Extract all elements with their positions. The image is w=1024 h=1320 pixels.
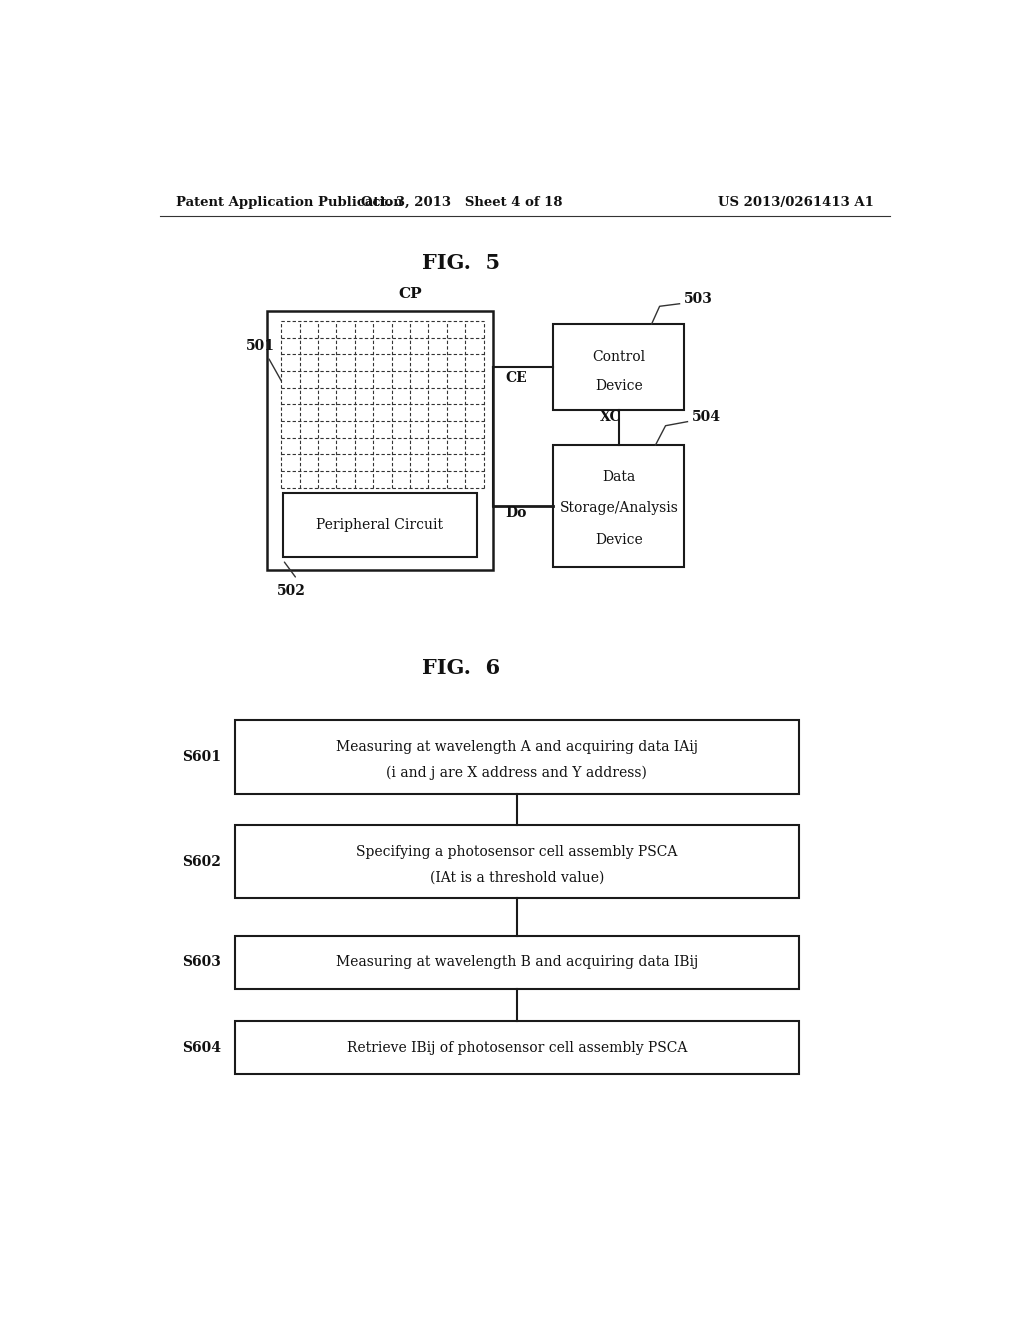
Text: Device: Device	[595, 379, 643, 393]
Text: 502: 502	[278, 585, 306, 598]
Text: Storage/Analysis: Storage/Analysis	[559, 502, 678, 515]
Bar	[283, 492, 477, 557]
Bar	[236, 936, 799, 989]
Text: Device: Device	[595, 533, 643, 548]
Text: Oct. 3, 2013   Sheet 4 of 18: Oct. 3, 2013 Sheet 4 of 18	[360, 195, 562, 209]
Text: FIG.  6: FIG. 6	[422, 657, 501, 677]
Text: Measuring at wavelength A and acquiring data IAij: Measuring at wavelength A and acquiring …	[336, 739, 698, 754]
Text: Data: Data	[602, 470, 636, 483]
Bar	[553, 445, 684, 568]
Text: Measuring at wavelength B and acquiring data IBij: Measuring at wavelength B and acquiring …	[336, 956, 698, 969]
Text: S603: S603	[182, 956, 221, 969]
Text: Patent Application Publication: Patent Application Publication	[176, 195, 402, 209]
Text: S604: S604	[182, 1040, 221, 1055]
Text: Peripheral Circuit: Peripheral Circuit	[316, 517, 443, 532]
Text: (i and j are X address and Y address): (i and j are X address and Y address)	[386, 766, 647, 780]
Text: S602: S602	[182, 855, 221, 869]
Bar	[267, 312, 494, 570]
Text: US 2013/0261413 A1: US 2013/0261413 A1	[718, 195, 873, 209]
Bar	[236, 1022, 799, 1074]
Bar	[236, 825, 799, 899]
Text: FIG.  5: FIG. 5	[422, 253, 501, 273]
Text: XC: XC	[600, 409, 622, 424]
Text: (IAt is a threshold value): (IAt is a threshold value)	[430, 871, 604, 884]
Text: Control: Control	[592, 350, 645, 364]
Text: 501: 501	[246, 339, 274, 354]
Text: CE: CE	[506, 371, 527, 385]
Text: 504: 504	[691, 409, 721, 424]
Text: 503: 503	[684, 292, 713, 306]
Text: Specifying a photosensor cell assembly PSCA: Specifying a photosensor cell assembly P…	[356, 845, 678, 858]
Bar	[553, 325, 684, 411]
Text: Retrieve IBij of photosensor cell assembly PSCA: Retrieve IBij of photosensor cell assemb…	[347, 1040, 687, 1055]
Text: CP: CP	[398, 286, 422, 301]
Bar	[236, 721, 799, 793]
Text: Do: Do	[506, 507, 527, 520]
Text: S601: S601	[182, 750, 221, 764]
